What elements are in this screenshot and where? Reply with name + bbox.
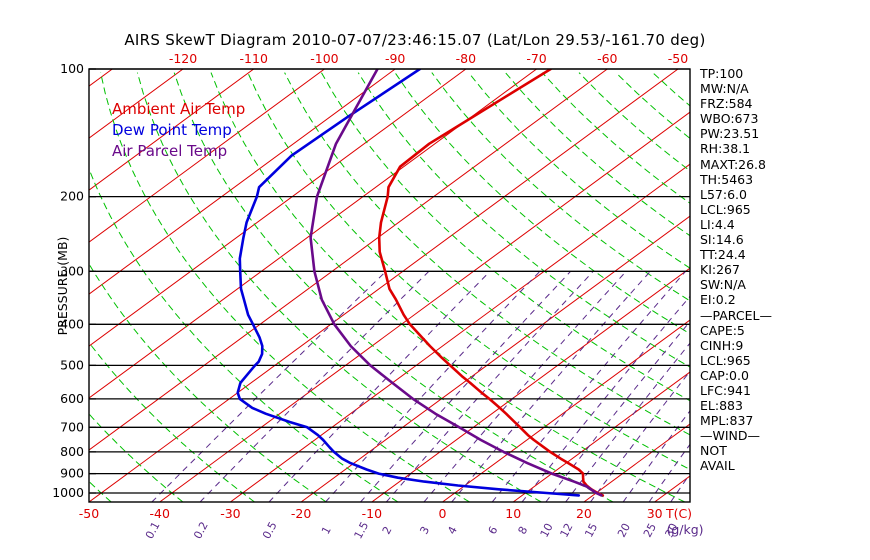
svg-text:900: 900 [60,466,84,481]
svg-text:-50: -50 [668,51,688,66]
svg-text:0: 0 [439,506,447,521]
mixing-ratio-grid [151,270,690,502]
svg-text:-10: -10 [362,506,382,521]
plot-frame [88,68,691,503]
stat-line: CAP:0.0 [700,367,749,383]
statistics-panel: TP:100 MW:N/A FRZ:584 WBO:673 PW:23.51 RH:38.… [700,66,865,474]
stat-line: KI:267 [700,262,740,278]
stat-line: MAXT:26.8 [700,156,766,172]
stat-line: LCL:965 [700,352,751,368]
isotherm-grid [89,69,690,502]
svg-text:600: 600 [60,391,84,406]
stat-line: WBO:673 [700,111,759,127]
svg-text:-30: -30 [220,506,240,521]
chart-legend: Ambient Air Temp Dew Point Temp Air Parcel… [112,100,245,160]
svg-text:-70: -70 [526,51,546,66]
svg-text:T(C): T(C) [665,506,692,521]
svg-text:4: 4 [445,524,460,536]
stat-line: EI:0.2 [700,292,736,308]
svg-text:30: 30 [663,521,681,539]
stat-line: MPL:837 [700,413,754,429]
svg-text:Ambient Air Temp: Ambient Air Temp [112,100,245,118]
page-title: AIRS SkewT Diagram 2010-07-07/23:46:15.0… [124,31,706,49]
svg-text:-80: -80 [456,51,476,66]
stat-line: PW:23.51 [700,126,760,142]
stat-line: LFC:941 [700,382,751,398]
svg-text:1000: 1000 [52,485,84,500]
svg-text:-20: -20 [291,506,311,521]
stat-line: TT:24.4 [700,247,746,263]
svg-text:Air Parcel Temp: Air Parcel Temp [112,142,227,160]
svg-text:0.5: 0.5 [260,520,280,542]
svg-text:3: 3 [417,524,432,536]
svg-text:2: 2 [380,524,395,536]
stat-line: LI:4.4 [700,216,735,232]
svg-text:-100: -100 [310,51,338,66]
svg-text:-110: -110 [240,51,268,66]
svg-text:0.1: 0.1 [143,520,163,542]
stat-line: CAPE:5 [700,322,745,338]
stat-line: NOT [700,443,727,459]
stat-line: SW:N/A [700,277,746,293]
svg-text:-40: -40 [149,506,169,521]
svg-text:100: 100 [60,61,84,76]
svg-text:8: 8 [516,524,531,536]
svg-text:10: 10 [538,521,556,539]
stat-line: TP:100 [700,66,744,81]
stat-line: FRZ:584 [700,96,753,112]
stat-line: EL:883 [700,398,743,414]
svg-text:25: 25 [641,521,659,539]
stat-line: RH:38.1 [700,141,751,157]
svg-text:500: 500 [60,357,84,372]
svg-text:15: 15 [582,521,600,539]
svg-text:Dew Point Temp: Dew Point Temp [112,121,232,139]
svg-text:20: 20 [576,506,592,521]
svg-text:300: 300 [60,263,84,278]
stat-line: LCL:965 [700,201,751,217]
svg-text:(g/kg): (g/kg) [666,522,703,537]
svg-text:-60: -60 [597,51,617,66]
y-axis-label: PRESSURE (MB) [55,237,70,336]
svg-text:6: 6 [486,524,501,536]
svg-text:1: 1 [319,524,334,536]
svg-text:1.5: 1.5 [352,520,372,542]
saturation-adiabat-grid [89,72,690,502]
svg-text:12: 12 [558,521,576,539]
svg-text:-50: -50 [79,506,99,521]
stat-line: MW:N/A [700,81,749,97]
svg-text:700: 700 [60,419,84,434]
svg-text:800: 800 [60,444,84,459]
svg-text:30: 30 [647,506,663,521]
stat-line: TH:5463 [700,171,754,187]
svg-text:400: 400 [60,316,84,331]
stat-line: —WIND— [700,428,761,444]
svg-text:200: 200 [60,189,84,204]
stat-line: SI:14.6 [700,232,744,248]
sounding-curves [236,69,605,497]
svg-text:20: 20 [615,521,633,539]
stat-line: L57:6.0 [700,186,747,202]
stat-line: CINH:9 [700,337,744,353]
stat-line: —PARCEL— [700,307,772,323]
svg-text:-90: -90 [385,51,405,66]
svg-text:0.2: 0.2 [191,520,211,542]
svg-text:10: 10 [505,506,521,521]
svg-text:-120: -120 [169,51,197,66]
stat-line: AVAIL [700,458,735,474]
